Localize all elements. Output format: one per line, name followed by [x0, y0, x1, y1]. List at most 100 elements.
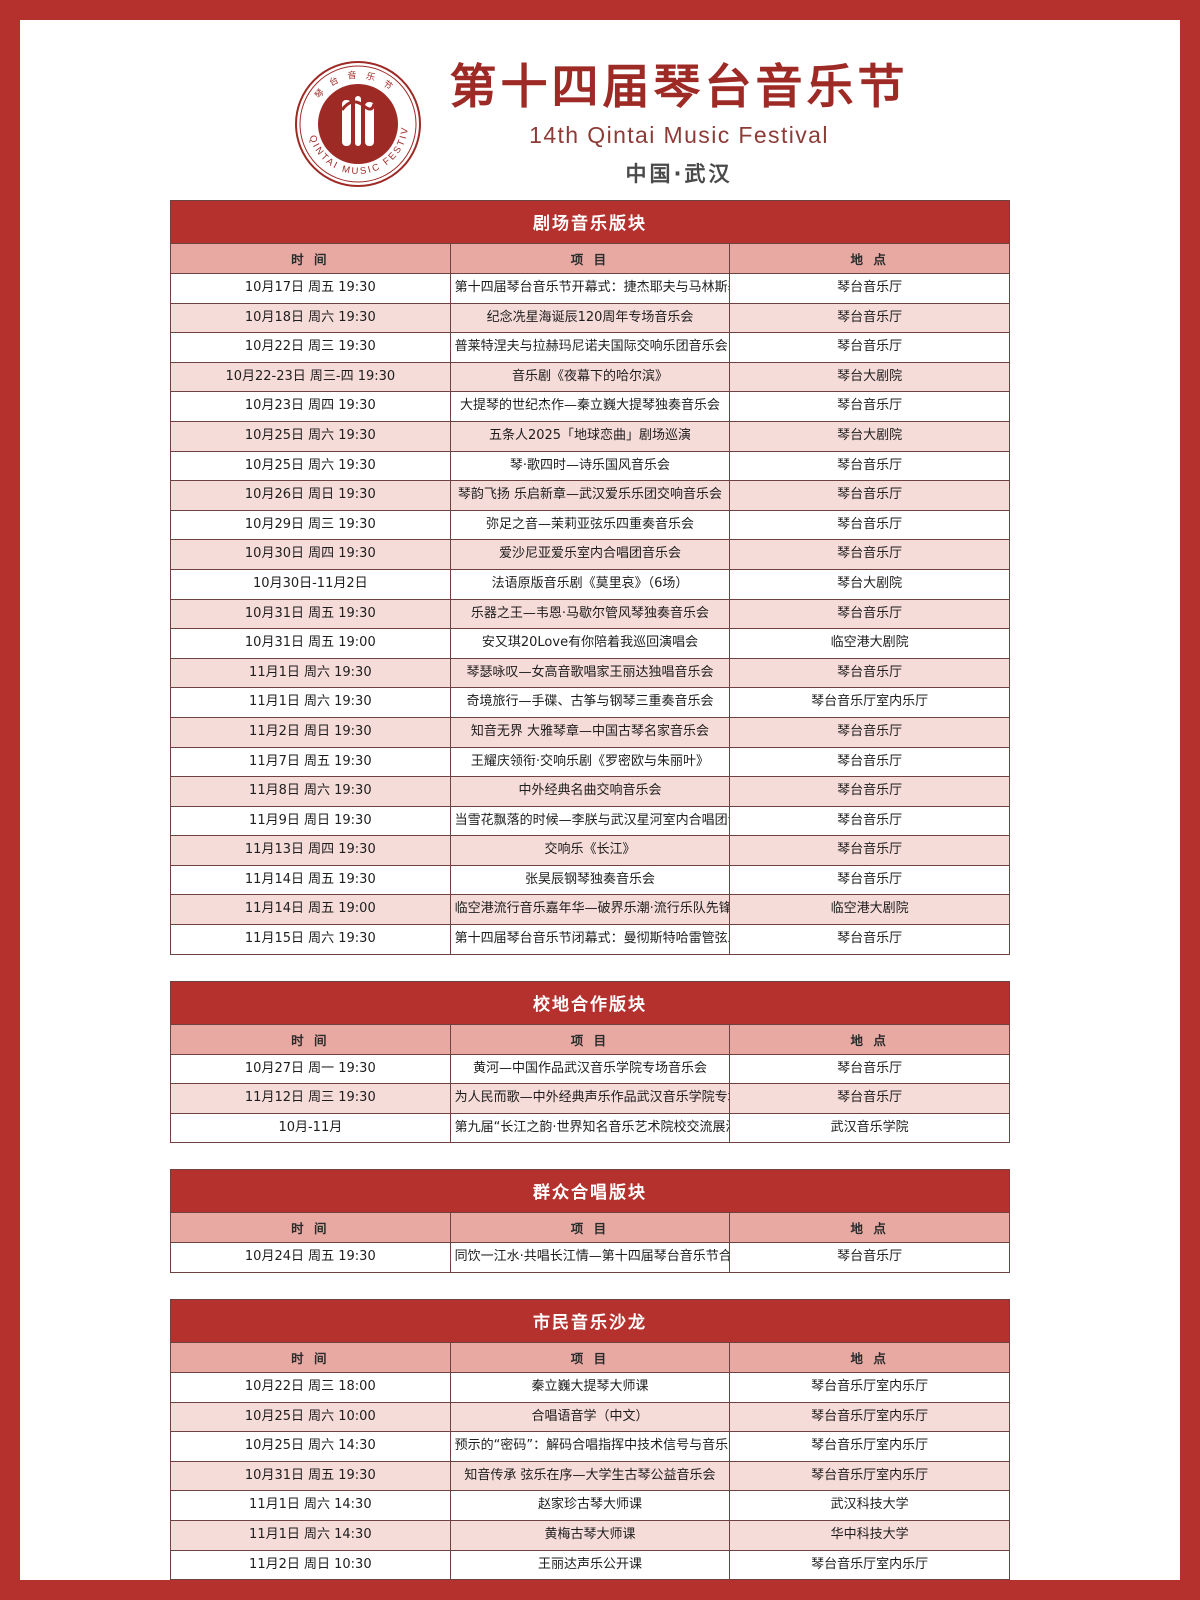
- title-block: 第十四届琴台音乐节 14th Qintai Music Festival 中国·…: [450, 62, 909, 188]
- cell-item: 知音传承 弦乐在序—大学生古琴公益音乐会: [449, 1460, 731, 1492]
- table-row: 10月22-23日 周三-四 19:30 音乐剧《夜幕下的哈尔滨》 琴台大剧院: [170, 361, 1010, 393]
- cell-time: 11月15日 周六 19:30: [170, 924, 451, 955]
- table-row: 10月30日-11月2日 法语原版音乐剧《莫里哀》（6场） 琴台大剧院: [170, 568, 1010, 600]
- cell-time: 11月1日 周六 14:30: [170, 1490, 451, 1521]
- table-row: 11月7日 周五 19:30 王耀庆领衔·交响乐剧《罗密欧与朱丽叶》 琴台音乐厅: [170, 746, 1010, 778]
- cell-item: 音乐剧《夜幕下的哈尔滨》: [449, 361, 731, 393]
- cell-item: 五条人2025「地球恋曲」剧场巡演: [449, 420, 731, 452]
- table-row: 10月25日 周六 14:30预示的“密码”：解码合唱指挥中技术信号与音乐意图的…: [170, 1431, 1010, 1462]
- cell-item: 黄河—中国作品武汉音乐学院专场音乐会: [449, 1053, 731, 1085]
- table-row: 10月23日 周四 19:30 大提琴的世纪杰作—秦立巍大提琴独奏音乐会 琴台音乐厅: [170, 391, 1010, 422]
- cell-time: 11月12日 周三 19:30: [170, 1083, 451, 1114]
- cell-place: 琴台音乐厅室内乐厅: [729, 1460, 1010, 1492]
- poster-canvas: 琴 台 音 乐 节 QINTAI MUSIC FESTIVAL 第十四届琴台音乐…: [20, 20, 1180, 1580]
- column-header-place: 地 点: [729, 1212, 1010, 1244]
- cell-time: 11月1日 周六 14:30: [170, 1520, 451, 1551]
- cell-place: 琴台音乐厅: [729, 302, 1010, 334]
- column-header-time: 时 间: [170, 243, 451, 274]
- section-title-row: 剧场音乐版块: [170, 200, 1010, 244]
- cell-time: 10月18日 周六 19:30: [170, 302, 451, 334]
- cell-place: 琴台音乐厅: [729, 805, 1010, 837]
- cell-item: 法语原版音乐剧《莫里哀》（6场）: [449, 568, 731, 600]
- column-header-row: 时 间项 目地 点: [170, 1212, 1010, 1244]
- column-header-row: 时 间项 目地 点: [170, 243, 1010, 274]
- table-row: 11月14日 周五 19:00 临空港流行音乐嘉年华—破界乐潮·流行乐队先锋派对临…: [170, 894, 1010, 926]
- column-header-item: 项 目: [449, 1342, 731, 1374]
- table-row: 11月8日 周六 19:30 中外经典名曲交响音乐会 琴台音乐厅: [170, 776, 1010, 807]
- schedule-table: 剧场音乐版块时 间项 目地 点 10月17日 周五 19:30 第十四届琴台音乐节开…: [170, 200, 1010, 955]
- cell-time: 11月1日 周六 19:30: [170, 687, 451, 718]
- page-title: 第十四届琴台音乐节: [449, 60, 909, 116]
- table-row: 11月1日 周六 19:30 琴瑟咏叹—女高音歌唱家王丽达独唱音乐会 琴台音乐厅: [170, 657, 1010, 689]
- cell-item: 预示的“密码”：解码合唱指挥中技术信号与音乐意图的传递艺术: [449, 1431, 731, 1462]
- cell-place: 琴台音乐厅: [729, 598, 1010, 630]
- cell-place: 琴台音乐厅: [729, 835, 1010, 866]
- table-row: 10月24日 周五 19:30同饮一江水·共唱长江情—第十四届琴台音乐节合唱展演…: [170, 1242, 1010, 1274]
- cell-item: 爱沙尼亚爱乐室内合唱团音乐会: [449, 539, 731, 570]
- cell-item: 交响乐《长江》: [449, 835, 731, 866]
- cell-place: 琴台音乐厅: [729, 776, 1010, 807]
- cell-place: 琴台音乐厅: [729, 391, 1010, 422]
- column-header-time: 时 间: [170, 1212, 451, 1244]
- cell-time: 10月30日-11月2日: [170, 568, 451, 600]
- section-title-row: 市民音乐沙龙: [170, 1299, 1010, 1344]
- column-header-row: 时 间项 目地 点: [170, 1342, 1010, 1374]
- table-row: 10月29日 周三 19:30 弥足之音—茉莉亚弦乐四重奏音乐会 琴台音乐厅: [170, 509, 1010, 541]
- section-title: 群众合唱版块: [170, 1169, 1010, 1214]
- cell-place: 武汉科技大学: [729, 1490, 1010, 1521]
- cell-item: 大提琴的世纪杰作—秦立巍大提琴独奏音乐会: [449, 391, 731, 422]
- cell-item: 第十四届琴台音乐节开幕式：捷杰耶夫与马林斯基交响乐团音乐会: [449, 273, 731, 304]
- cell-item: 当雪花飘落的时候—李朕与武汉星河室内合唱团音乐会: [449, 805, 731, 837]
- cell-place: 临空港大剧院: [729, 894, 1010, 926]
- cell-place: 琴台音乐厅: [729, 539, 1010, 570]
- cell-item: 第九届“长江之韵·世界知名音乐艺术院校交流展演季”: [449, 1112, 731, 1144]
- cell-time: 10月22-23日 周三-四 19:30: [170, 361, 451, 393]
- cell-time: 11月14日 周五 19:30: [170, 864, 451, 896]
- cell-item: 安又琪20Love有你陪着我巡回演唱会: [449, 628, 731, 659]
- table-row: 10月31日 周五 19:30 乐器之王—韦恩·马歇尔管风琴独奏音乐会 琴台音乐厅: [170, 598, 1010, 630]
- table-row: 11月9日 周日 19:30当雪花飘落的时候—李朕与武汉星河室内合唱团音乐会琴台…: [170, 805, 1010, 837]
- schedule-table: 市民音乐沙龙时 间项 目地 点 10月22日 周三 18:00 秦立巍大提琴大师课琴…: [170, 1299, 1010, 1580]
- column-header-time: 时 间: [170, 1023, 451, 1055]
- poster-header: 琴 台 音 乐 节 QINTAI MUSIC FESTIVAL 第十四届琴台音乐…: [20, 20, 1180, 200]
- page-subtitle: 中国·武汉: [625, 161, 733, 186]
- table-row: 10月31日 周五 19:00 安又琪20Love有你陪着我巡回演唱会 临空港大剧院: [170, 628, 1010, 659]
- cell-time: 10月22日 周三 19:30: [170, 332, 451, 363]
- cell-place: 琴台音乐厅: [729, 1083, 1010, 1114]
- cell-place: 琴台音乐厅: [729, 509, 1010, 541]
- cell-time: 11月9日 周日 19:30: [170, 805, 451, 837]
- cell-place: 琴台音乐厅室内乐厅: [729, 1372, 1010, 1403]
- cell-item: 奇境旅行—手碟、古筝与钢琴三重奏音乐会: [449, 687, 731, 718]
- cell-item: 弥足之音—茉莉亚弦乐四重奏音乐会: [449, 509, 731, 541]
- cell-time: 10月31日 周五 19:30: [170, 1460, 451, 1492]
- column-header-item: 项 目: [449, 243, 731, 274]
- cell-time: 10月-11月: [170, 1112, 451, 1144]
- table-row: 10月22日 周三 19:30 普莱特涅夫与拉赫玛尼诺夫国际交响乐团音乐会 琴台音乐…: [170, 332, 1010, 363]
- table-row: 10月27日 周一 19:30 黄河—中国作品武汉音乐学院专场音乐会 琴台音乐厅: [170, 1053, 1010, 1085]
- column-header-item: 项 目: [449, 1023, 731, 1055]
- table-row: 11月13日 周四 19:30 交响乐《长江》 琴台音乐厅: [170, 835, 1010, 866]
- cell-time: 10月26日 周日 19:30: [170, 480, 451, 511]
- column-header-place: 地 点: [729, 1342, 1010, 1374]
- cell-item: 王丽达声乐公开课: [449, 1549, 731, 1580]
- table-row: 10月30日 周四 19:30 爱沙尼亚爱乐室内合唱团音乐会 琴台音乐厅: [170, 539, 1010, 570]
- section-title: 校地合作版块: [170, 980, 1010, 1025]
- cell-time: 10月25日 周六 19:30: [170, 420, 451, 452]
- table-row: 10月25日 周六 10:00 合唱语音学（中文） 琴台音乐厅室内乐厅: [170, 1401, 1010, 1433]
- cell-time: 11月2日 周日 19:30: [170, 716, 451, 748]
- cell-time: 10月25日 周六 10:00: [170, 1401, 451, 1433]
- table-row: 11月15日 周六 19:30第十四届琴台音乐节闭幕式：曼彻斯特哈雷管弦乐团音乐…: [170, 924, 1010, 955]
- cell-time: 10月27日 周一 19:30: [170, 1053, 451, 1085]
- cell-place: 琴台音乐厅: [729, 1053, 1010, 1085]
- cell-time: 11月1日 周六 19:30: [170, 657, 451, 689]
- table-row: 10月18日 周六 19:30 纪念冼星海诞辰120周年专场音乐会 琴台音乐厅: [170, 302, 1010, 334]
- section-title-row: 群众合唱版块: [170, 1169, 1010, 1214]
- cell-time: 10月17日 周五 19:30: [170, 273, 451, 304]
- cell-place: 琴台大剧院: [729, 568, 1010, 600]
- cell-time: 10月23日 周四 19:30: [170, 391, 451, 422]
- cell-item: 秦立巍大提琴大师课: [449, 1372, 731, 1403]
- table-row: 10月25日 周六 19:30 琴·歌四时—诗乐国风音乐会 琴台音乐厅: [170, 450, 1010, 482]
- cell-place: 武汉音乐学院: [729, 1112, 1010, 1144]
- cell-place: 琴台音乐厅: [729, 746, 1010, 778]
- cell-time: 10月31日 周五 19:00: [170, 628, 451, 659]
